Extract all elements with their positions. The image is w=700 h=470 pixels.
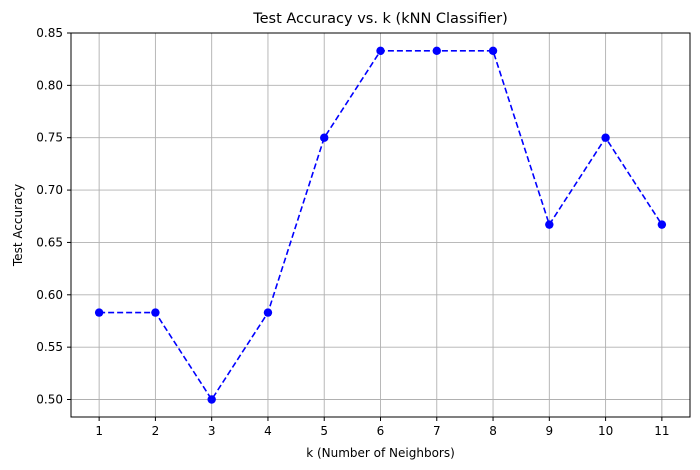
x-axis-label: k (Number of Neighbors) xyxy=(306,446,455,460)
x-tick-label: 3 xyxy=(208,424,216,438)
chart-title: Test Accuracy vs. k (kNN Classifier) xyxy=(252,11,508,27)
y-tick-label: 0.80 xyxy=(36,78,63,92)
plot-frame xyxy=(70,32,691,418)
data-point xyxy=(432,46,441,56)
y-tick-label: 0.75 xyxy=(36,131,63,145)
data-point xyxy=(545,220,554,229)
data-point xyxy=(263,308,273,317)
data-point xyxy=(207,395,216,404)
data-point xyxy=(657,220,667,229)
x-tick-label: 9 xyxy=(545,424,553,438)
y-tick-label: 0.50 xyxy=(36,393,63,407)
data-point xyxy=(151,308,160,317)
x-tick-label: 10 xyxy=(598,424,613,438)
data-point xyxy=(601,133,610,142)
tick-layer: 1 2 3 4 5 6 7 8 9 10 11 0.50 0.55 0.60 0.65 0.70 0.75 0.8… xyxy=(36,26,669,438)
data-point xyxy=(94,308,104,317)
x-tick-label: 7 xyxy=(433,424,441,438)
data-point xyxy=(488,46,498,56)
x-tick-label: 4 xyxy=(264,424,272,438)
series-layer xyxy=(94,46,667,404)
y-tick-label: 0.60 xyxy=(36,288,63,302)
x-tick-label: 6 xyxy=(377,424,385,438)
y-tick-label: 0.55 xyxy=(36,340,63,354)
data-point xyxy=(320,133,329,142)
x-tick-label: 11 xyxy=(654,424,669,438)
x-tick-label: 2 xyxy=(152,424,160,438)
x-tick-label: 8 xyxy=(489,424,497,438)
x-tick-label: 5 xyxy=(320,424,328,438)
y-tick-label: 0.70 xyxy=(36,183,63,197)
y-tick-label: 0.85 xyxy=(36,26,63,40)
x-tick-label: 1 xyxy=(95,424,103,438)
y-axis-label: Test Accuracy xyxy=(11,184,25,267)
grid-layer xyxy=(71,32,690,417)
y-tick-label: 0.65 xyxy=(36,235,63,249)
data-point xyxy=(376,46,385,56)
